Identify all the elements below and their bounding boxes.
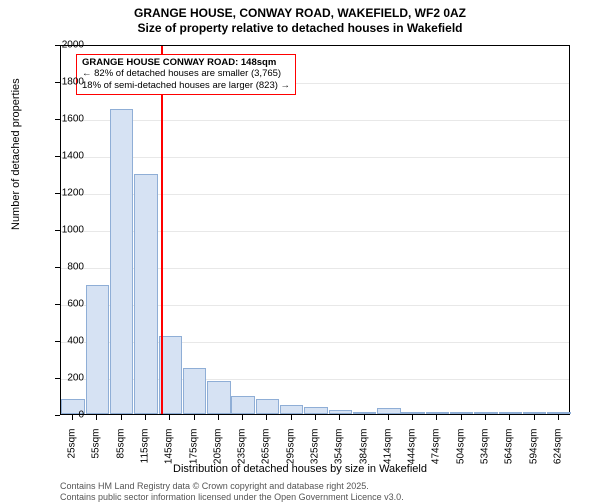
annotation-line-1: GRANGE HOUSE CONWAY ROAD: 148sqm <box>82 57 290 68</box>
reference-line <box>161 46 163 414</box>
y-tick-label: 200 <box>44 373 84 384</box>
histogram-bar <box>207 381 230 414</box>
gridline <box>61 157 569 158</box>
y-tick-mark <box>55 341 60 342</box>
x-tick-mark <box>388 415 389 420</box>
y-tick-label: 400 <box>44 336 84 347</box>
x-tick-mark <box>315 415 316 420</box>
y-tick-mark <box>55 156 60 157</box>
y-tick-mark <box>55 267 60 268</box>
plot-area: GRANGE HOUSE CONWAY ROAD: 148sqm← 82% of… <box>60 45 570 415</box>
y-tick-label: 1600 <box>44 114 84 125</box>
attribution-line-2: Contains public sector information licen… <box>60 492 404 503</box>
x-tick-mark <box>558 415 559 420</box>
x-tick-mark <box>412 415 413 420</box>
histogram-bar <box>304 407 327 414</box>
x-tick-mark <box>242 415 243 420</box>
x-tick-mark <box>461 415 462 420</box>
attribution: Contains HM Land Registry data © Crown c… <box>60 481 404 503</box>
gridline <box>61 120 569 121</box>
y-tick-label: 1200 <box>44 188 84 199</box>
y-tick-label: 1800 <box>44 77 84 88</box>
x-tick-mark <box>436 415 437 420</box>
y-tick-mark <box>55 45 60 46</box>
chart-container: GRANGE HOUSE, CONWAY ROAD, WAKEFIELD, WF… <box>0 0 600 500</box>
histogram-bar <box>256 399 279 414</box>
x-tick-mark <box>266 415 267 420</box>
x-tick-mark <box>72 415 73 420</box>
histogram-bar <box>377 408 400 414</box>
x-tick-mark <box>339 415 340 420</box>
title-line-2: Size of property relative to detached ho… <box>0 21 600 36</box>
x-tick-mark <box>145 415 146 420</box>
histogram-bar <box>231 396 254 415</box>
y-tick-mark <box>55 193 60 194</box>
y-tick-mark <box>55 82 60 83</box>
x-tick-mark <box>218 415 219 420</box>
annotation-line-2: ← 82% of detached houses are smaller (3,… <box>82 68 290 79</box>
histogram-bar <box>134 174 157 415</box>
attribution-line-1: Contains HM Land Registry data © Crown c… <box>60 481 404 492</box>
y-tick-label: 1400 <box>44 151 84 162</box>
histogram-bar <box>547 412 570 414</box>
y-tick-label: 800 <box>44 262 84 273</box>
y-tick-label: 0 <box>44 410 84 421</box>
x-tick-mark <box>194 415 195 420</box>
histogram-bar <box>280 405 303 414</box>
histogram-bar <box>474 412 497 414</box>
title-block: GRANGE HOUSE, CONWAY ROAD, WAKEFIELD, WF… <box>0 0 600 36</box>
x-tick-mark <box>291 415 292 420</box>
x-tick-mark <box>509 415 510 420</box>
y-tick-mark <box>55 119 60 120</box>
histogram-bar <box>499 412 522 414</box>
y-tick-mark <box>55 378 60 379</box>
y-tick-label: 1000 <box>44 225 84 236</box>
title-line-1: GRANGE HOUSE, CONWAY ROAD, WAKEFIELD, WF… <box>0 6 600 21</box>
histogram-bar <box>329 410 352 414</box>
histogram-bar <box>426 412 449 414</box>
x-tick-mark <box>485 415 486 420</box>
y-tick-mark <box>55 230 60 231</box>
annotation-line-3: 18% of semi-detached houses are larger (… <box>82 80 290 91</box>
annotation-box: GRANGE HOUSE CONWAY ROAD: 148sqm← 82% of… <box>76 54 296 95</box>
histogram-bar <box>86 285 109 415</box>
x-tick-mark <box>169 415 170 420</box>
x-tick-mark <box>121 415 122 420</box>
histogram-bar <box>110 109 133 414</box>
histogram-bar <box>183 368 206 414</box>
histogram-bar <box>353 412 376 414</box>
y-tick-label: 2000 <box>44 40 84 51</box>
x-tick-mark <box>96 415 97 420</box>
y-tick-mark <box>55 304 60 305</box>
histogram-bar <box>450 412 473 414</box>
x-tick-mark <box>364 415 365 420</box>
x-axis-label: Distribution of detached houses by size … <box>0 463 600 475</box>
x-tick-mark <box>534 415 535 420</box>
y-tick-label: 600 <box>44 299 84 310</box>
histogram-bar <box>523 412 546 414</box>
y-axis-label: Number of detached properties <box>10 78 22 230</box>
y-tick-mark <box>55 415 60 416</box>
histogram-bar <box>401 412 424 414</box>
